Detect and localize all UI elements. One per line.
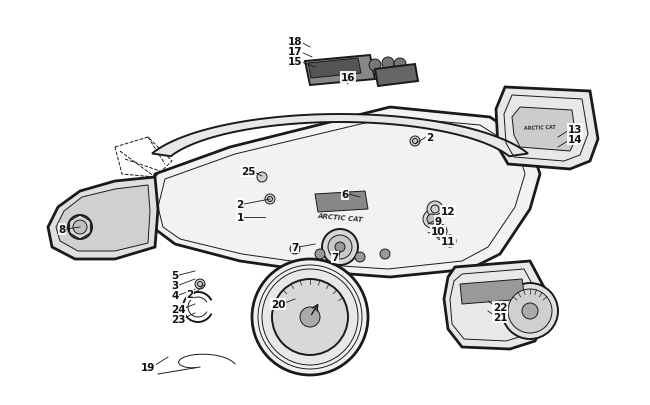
- Circle shape: [68, 215, 92, 239]
- Text: 24: 24: [171, 304, 185, 314]
- Circle shape: [355, 252, 365, 262]
- Circle shape: [436, 228, 444, 235]
- Circle shape: [433, 224, 447, 239]
- Text: ARCTIC CAT: ARCTIC CAT: [524, 125, 556, 131]
- Text: 4: 4: [172, 290, 179, 300]
- Text: 21: 21: [493, 312, 507, 322]
- Text: 23: 23: [171, 314, 185, 324]
- Text: 10: 10: [431, 226, 445, 237]
- Text: 2: 2: [426, 133, 434, 143]
- Text: 17: 17: [288, 47, 302, 57]
- Circle shape: [447, 239, 453, 244]
- Circle shape: [322, 230, 358, 265]
- Polygon shape: [444, 261, 548, 349]
- Circle shape: [444, 235, 456, 247]
- Circle shape: [369, 60, 381, 72]
- Polygon shape: [496, 88, 598, 170]
- Polygon shape: [152, 115, 528, 157]
- Polygon shape: [460, 279, 525, 304]
- Polygon shape: [305, 56, 375, 86]
- Text: 19: 19: [141, 362, 155, 372]
- Text: 14: 14: [567, 135, 582, 145]
- Circle shape: [502, 284, 558, 339]
- Polygon shape: [308, 59, 361, 79]
- Text: 5: 5: [172, 270, 179, 280]
- Text: 15: 15: [288, 57, 302, 67]
- Circle shape: [315, 249, 325, 259]
- Circle shape: [394, 59, 406, 71]
- Circle shape: [382, 58, 394, 70]
- Circle shape: [335, 243, 345, 252]
- Text: 13: 13: [567, 125, 582, 135]
- Circle shape: [257, 173, 267, 183]
- Circle shape: [265, 194, 275, 205]
- Circle shape: [427, 202, 443, 217]
- Text: 8: 8: [58, 224, 66, 234]
- Text: 12: 12: [441, 207, 455, 216]
- Polygon shape: [375, 65, 418, 87]
- Text: 11: 11: [441, 237, 455, 246]
- Circle shape: [328, 235, 352, 259]
- Circle shape: [380, 249, 390, 259]
- Circle shape: [300, 307, 320, 327]
- Polygon shape: [56, 185, 150, 252]
- Text: 25: 25: [240, 166, 255, 177]
- Circle shape: [262, 269, 358, 365]
- Text: 20: 20: [271, 299, 285, 309]
- Text: 7: 7: [291, 243, 299, 252]
- Circle shape: [272, 279, 348, 355]
- Text: ARCTIC CAT: ARCTIC CAT: [317, 213, 363, 222]
- Text: 9: 9: [434, 216, 441, 226]
- Polygon shape: [148, 108, 540, 277]
- Text: 6: 6: [341, 190, 348, 200]
- Text: 16: 16: [341, 73, 356, 83]
- Text: 1: 1: [237, 213, 244, 222]
- Polygon shape: [512, 108, 576, 151]
- Circle shape: [252, 259, 368, 375]
- Text: 2: 2: [237, 200, 244, 209]
- Text: 7: 7: [332, 252, 339, 262]
- Polygon shape: [48, 177, 158, 259]
- Circle shape: [427, 215, 437, 224]
- Circle shape: [410, 136, 420, 147]
- Text: 22: 22: [493, 302, 507, 312]
- Text: 18: 18: [288, 37, 302, 47]
- Circle shape: [522, 303, 538, 319]
- Circle shape: [195, 279, 205, 289]
- Text: 2: 2: [187, 289, 194, 299]
- Circle shape: [290, 244, 300, 254]
- Circle shape: [508, 289, 552, 333]
- Text: 3: 3: [172, 280, 179, 290]
- Circle shape: [73, 220, 87, 234]
- Circle shape: [423, 211, 441, 228]
- Polygon shape: [315, 192, 368, 213]
